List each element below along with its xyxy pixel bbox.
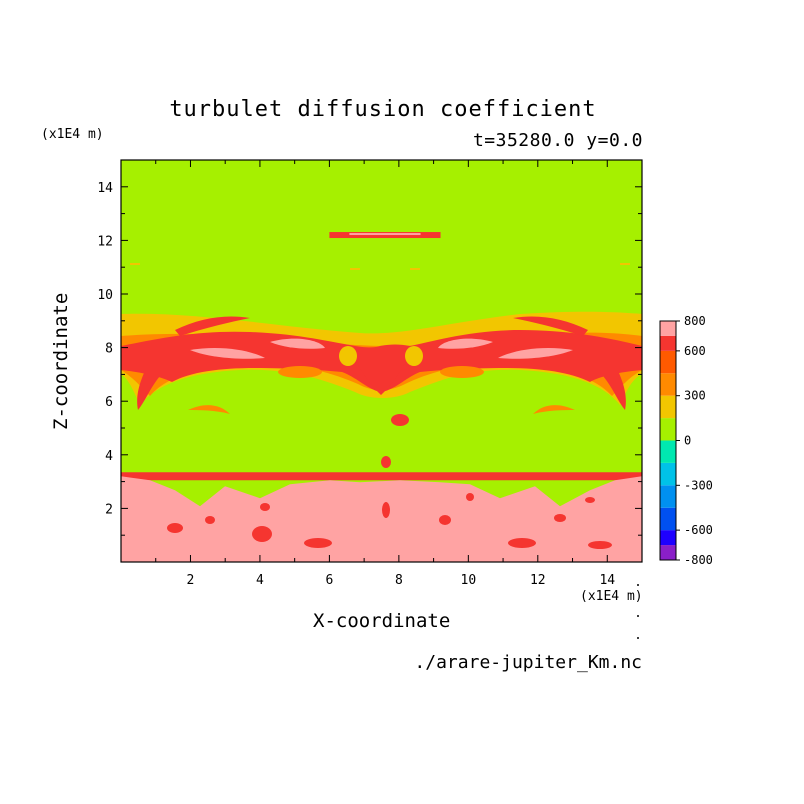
colorbar-level-0 bbox=[660, 545, 676, 560]
x-tick-label-4: 10 bbox=[461, 573, 477, 588]
x-axis-unit: (x1E4 m) bbox=[580, 589, 643, 604]
field-spot-1 bbox=[391, 414, 409, 426]
field-streak-upper-left bbox=[175, 316, 250, 336]
colorbar-level-11 bbox=[660, 321, 676, 336]
field-lower-patch-3 bbox=[508, 538, 536, 548]
colorbar-level-3 bbox=[660, 485, 676, 508]
axis-ticks: 2 4 6 8 10 12 14 2 4 6 8 10 12 14 bbox=[97, 159, 643, 588]
field-lower-patch-4 bbox=[260, 503, 270, 511]
field-lower-patch-0 bbox=[167, 523, 183, 533]
y-tick-label-1: 4 bbox=[105, 449, 113, 464]
field-blob-1 bbox=[339, 346, 357, 366]
field-pink-right bbox=[438, 338, 493, 349]
y-tick-label-6: 14 bbox=[97, 181, 113, 196]
x-axis-label: X-coordinate bbox=[313, 610, 451, 632]
colorbar-level-9 bbox=[660, 350, 676, 374]
field-lower-patch-5 bbox=[382, 502, 390, 518]
colorbar-label-6: -800 bbox=[684, 553, 713, 567]
colorbar-level-8 bbox=[660, 373, 676, 396]
colorbar-level-4 bbox=[660, 462, 676, 486]
x-tick-label-6: 14 bbox=[599, 573, 615, 588]
chart-title: turbulet diffusion coefficient bbox=[169, 97, 597, 122]
y-tick-label-4: 10 bbox=[97, 288, 113, 303]
y-tick-label-3: 8 bbox=[105, 342, 113, 357]
x-tick-label-5: 12 bbox=[530, 573, 546, 588]
field-speck-2 bbox=[410, 268, 420, 270]
field-speck-0 bbox=[130, 263, 140, 265]
colorbar-label-2: 300 bbox=[684, 389, 706, 403]
x-tick-label-0: 2 bbox=[187, 573, 195, 588]
field-pink-right-2 bbox=[498, 347, 573, 359]
field-streak-upper-right bbox=[513, 316, 588, 336]
field-blob-4 bbox=[440, 366, 484, 378]
field-lower-patch-1 bbox=[252, 526, 272, 542]
field-speck-1 bbox=[350, 268, 360, 270]
field-arm-left bbox=[137, 360, 160, 410]
x-tick-label-2: 6 bbox=[325, 573, 333, 588]
field-lower-patch-2 bbox=[304, 538, 332, 548]
field-spot-2 bbox=[381, 456, 391, 468]
field-arc-left bbox=[188, 405, 230, 414]
field-pink-left-2 bbox=[190, 347, 265, 359]
field-upper-streak-core bbox=[349, 233, 421, 236]
colorbar-label-5: -600 bbox=[684, 523, 713, 537]
colorbar-level-10 bbox=[660, 335, 676, 351]
colorbar-level-7 bbox=[660, 395, 676, 419]
y-tick-label-2: 6 bbox=[105, 395, 113, 410]
field-blob-3 bbox=[278, 366, 322, 378]
field-arc-right bbox=[533, 405, 575, 414]
field-lower-patch-7 bbox=[466, 493, 474, 501]
colorbar-label-1: 600 bbox=[684, 344, 706, 358]
contour-field bbox=[121, 160, 642, 562]
field-center-dip bbox=[350, 350, 412, 395]
field-lower-patch-6 bbox=[439, 515, 451, 525]
source-filename: ./arare-jupiter_Km.nc bbox=[414, 652, 642, 673]
y-tick-label-5: 12 bbox=[97, 234, 113, 249]
plot-frame bbox=[120, 159, 643, 563]
field-speck-3 bbox=[620, 263, 630, 265]
colorbar-label-4: -300 bbox=[684, 478, 713, 492]
field-lower-patch-8 bbox=[554, 514, 566, 522]
y-tick-label-0: 2 bbox=[105, 502, 113, 517]
colorbar-level-1 bbox=[660, 530, 676, 546]
colorbar: 800 600 300 0 -300 -600 -800 bbox=[659, 314, 713, 567]
field-blob-2 bbox=[405, 346, 423, 366]
axis-marker-dots bbox=[637, 584, 639, 639]
colorbar-label-0: 800 bbox=[684, 314, 706, 328]
colorbar-level-2 bbox=[660, 507, 676, 531]
field-arm-right bbox=[603, 360, 626, 410]
y-axis-unit: (x1E4 m) bbox=[41, 127, 104, 142]
field-lower-patch-11 bbox=[588, 541, 612, 549]
colorbar-level-6 bbox=[660, 418, 676, 441]
field-lower-patch-10 bbox=[205, 516, 215, 524]
x-tick-label-1: 4 bbox=[256, 573, 264, 588]
field-pink-left bbox=[270, 338, 325, 349]
field-lower-edge bbox=[121, 472, 642, 481]
colorbar-label-3: 0 bbox=[684, 434, 691, 448]
chart-subtitle: t=35280.0 y=0.0 bbox=[472, 130, 643, 151]
x-tick-label-3: 8 bbox=[395, 573, 403, 588]
field-lower-patch-9 bbox=[585, 497, 595, 503]
colorbar-level-5 bbox=[660, 440, 676, 463]
